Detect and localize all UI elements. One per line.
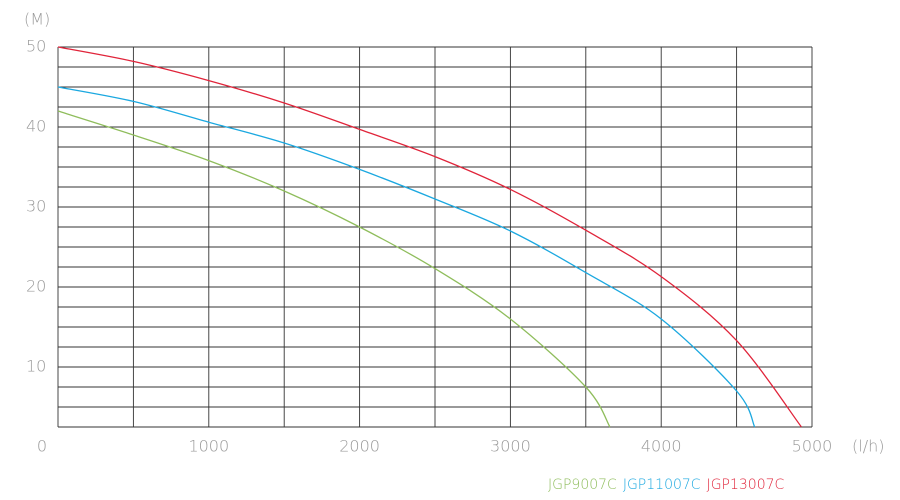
y-axis-label: (M) <box>24 10 50 29</box>
legend-entry: JGP11007C <box>623 477 701 493</box>
legend-entry: JGP13007C <box>707 477 785 493</box>
curve <box>57 46 802 428</box>
legend-entry: JGP9007C <box>548 477 617 493</box>
y-tick-label: 40 <box>26 117 46 136</box>
x-tick-label: 0 <box>37 437 47 456</box>
x-tick-label: 1000 <box>188 437 229 456</box>
y-tick-label: 10 <box>26 357 46 376</box>
curve <box>57 110 611 428</box>
y-tick-label: 30 <box>26 197 46 216</box>
y-tick-label: 50 <box>26 37 46 56</box>
x-axis-label: (l/h) <box>852 437 884 456</box>
x-tick-label: 3000 <box>490 437 531 456</box>
x-tick-label: 5000 <box>792 437 833 456</box>
y-tick-label: 20 <box>26 277 46 296</box>
curve <box>57 86 756 428</box>
x-tick-label: 4000 <box>641 437 682 456</box>
x-tick-label: 2000 <box>339 437 380 456</box>
